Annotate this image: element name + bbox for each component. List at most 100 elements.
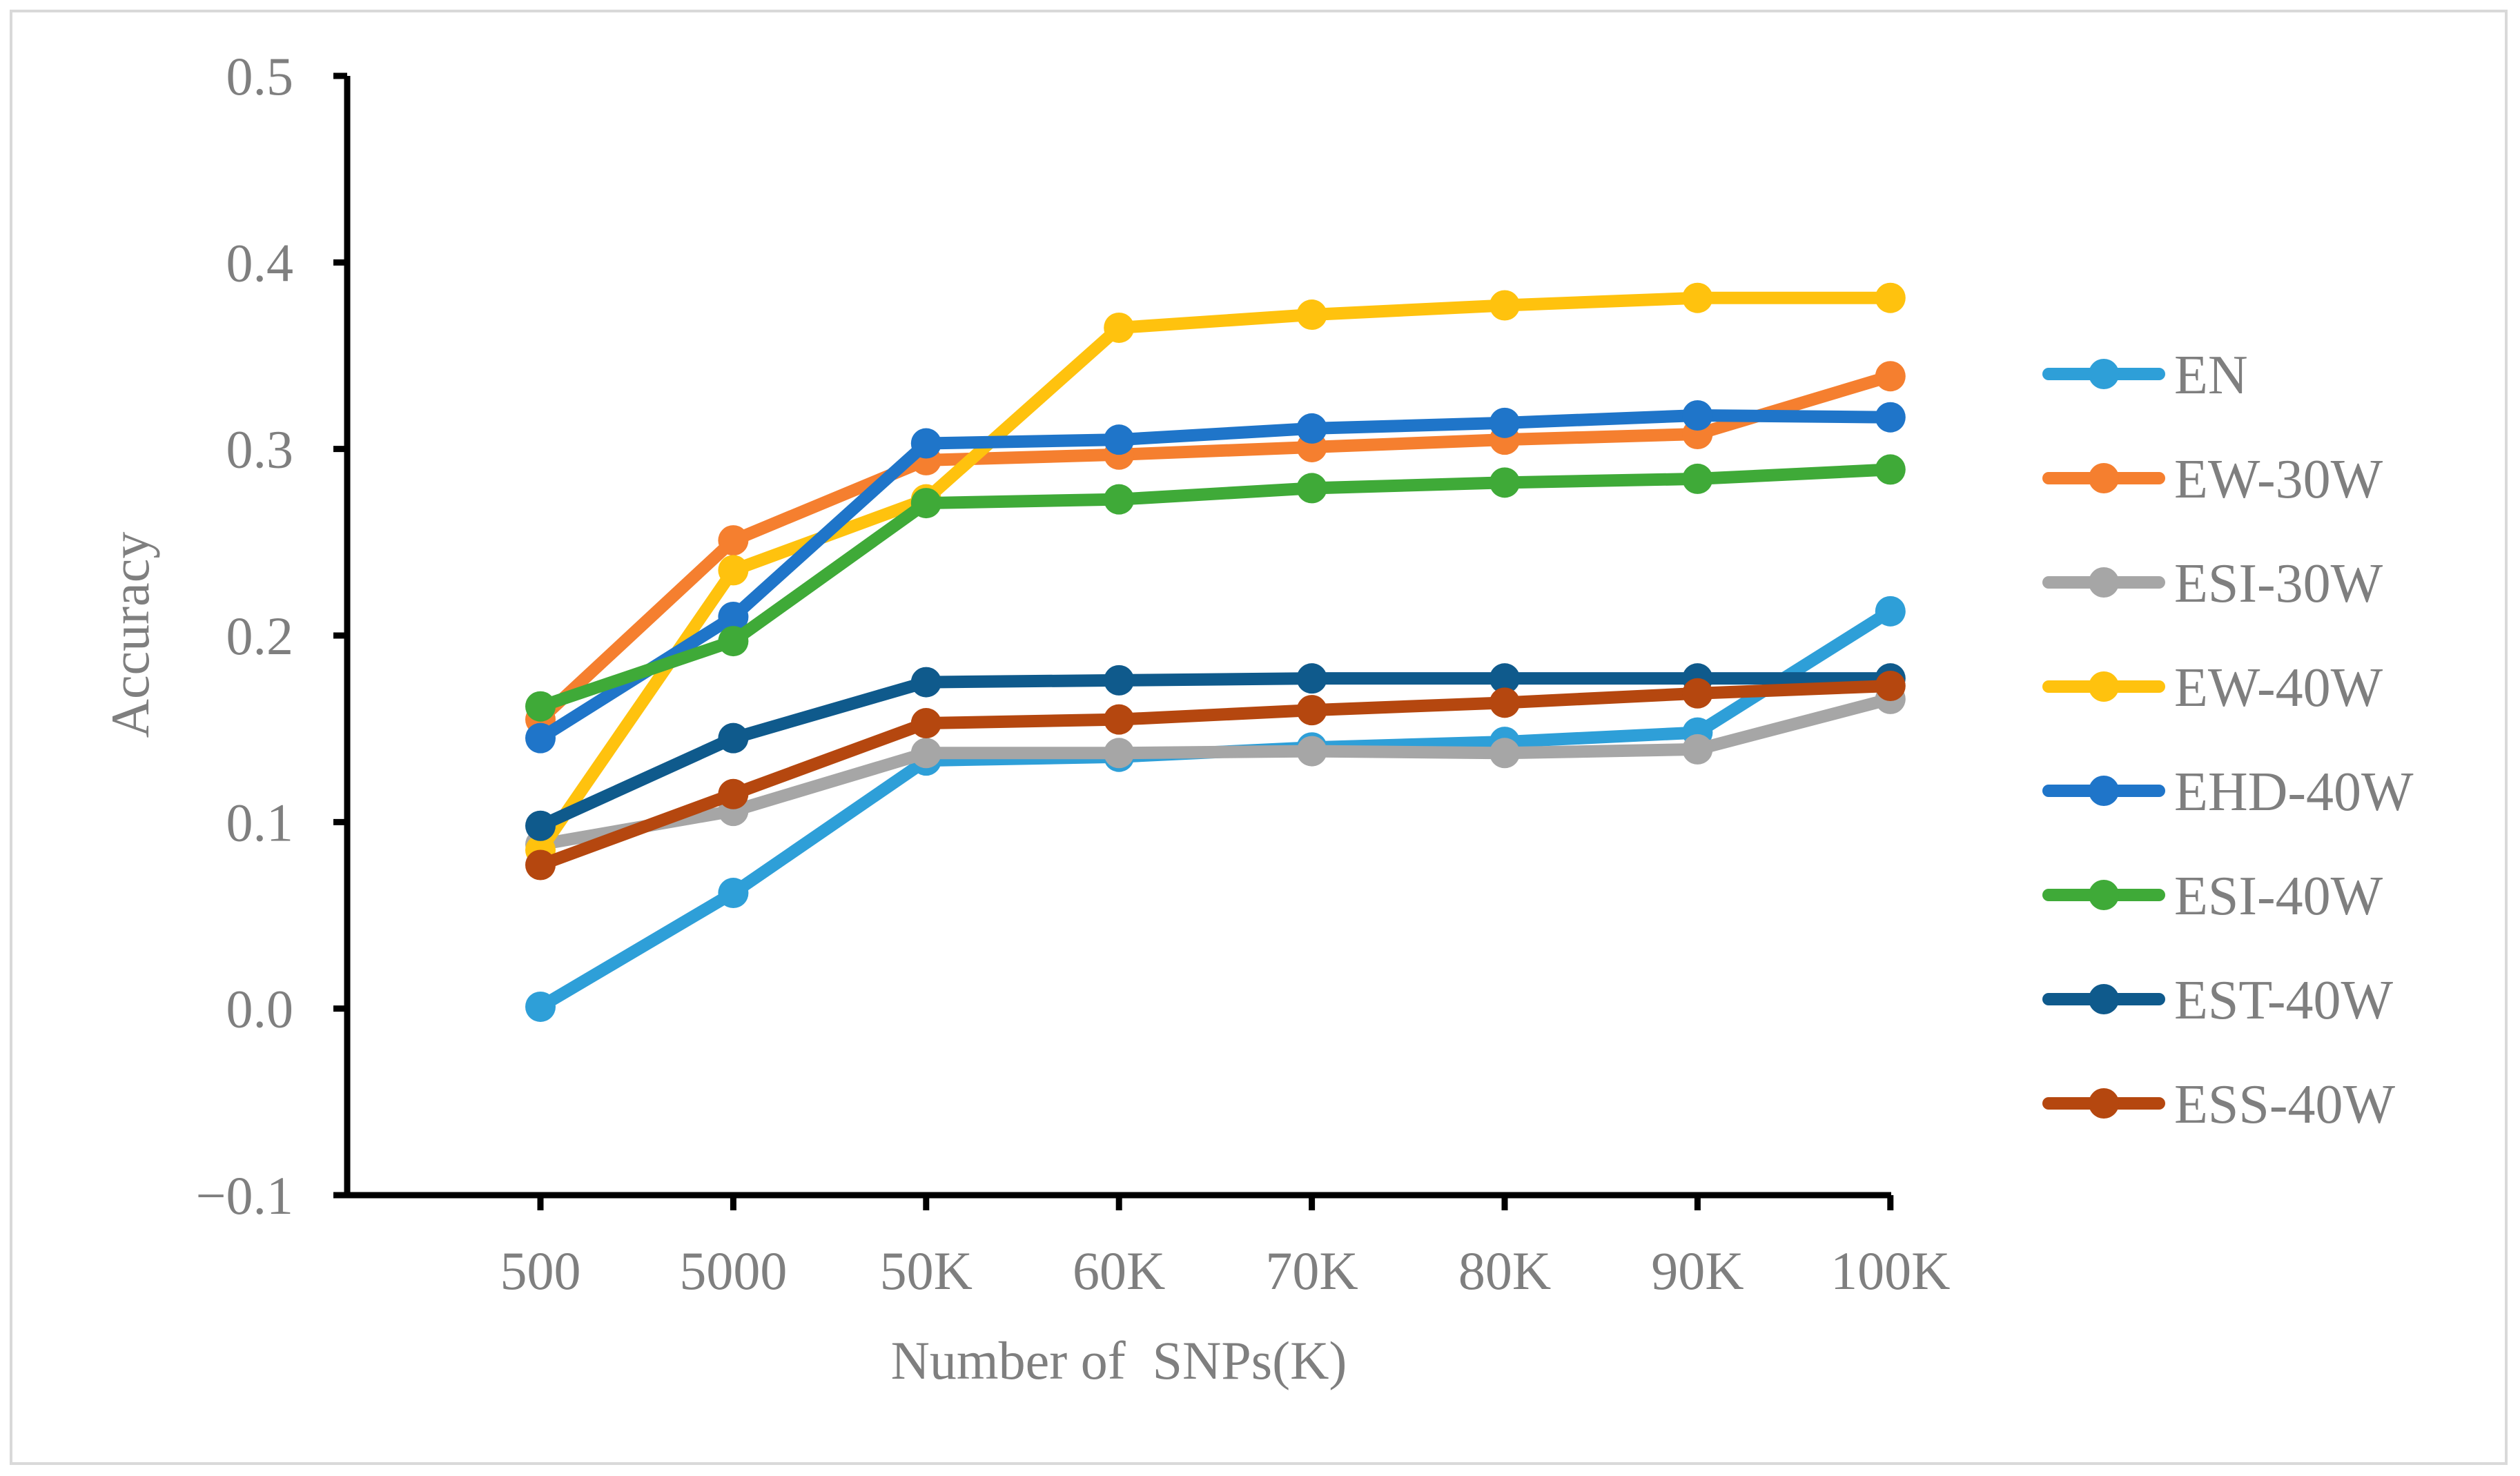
data-point-ess-40w (1104, 704, 1135, 735)
data-point-ew-40w (1296, 299, 1327, 331)
data-point-ew-40w (1489, 290, 1520, 321)
data-point-esi-40w (910, 488, 941, 519)
x-tick-label: 5000 (679, 1241, 787, 1301)
y-axis-title: Accuracy (100, 532, 160, 738)
x-tick-label: 100K (1830, 1241, 1950, 1301)
series-line-ehd-40w (534, 409, 1897, 745)
legend-swatch-marker (2089, 567, 2119, 598)
legend-swatch-marker (2089, 880, 2119, 910)
legend-label: EHD-40W (2174, 762, 2414, 823)
y-tick-layer: −0.1 0.0 0.1 0.2 0.3 0.4 0.5 (196, 46, 347, 1226)
y-tick-label: 0.2 (226, 606, 294, 666)
data-point-est-40w (1296, 663, 1327, 694)
data-point-ehd-40w (525, 722, 556, 754)
data-point-esi-30w (1296, 736, 1327, 767)
data-point-ess-40w (1875, 670, 1906, 701)
series-line-ew-40w (534, 291, 1897, 856)
data-point-esi-40w (1104, 484, 1135, 515)
data-point-en (525, 991, 556, 1022)
data-point-ess-40w (525, 849, 556, 880)
x-tick-layer: 500 5000 50K 60K 70K 80K 90K 100K (500, 1195, 1950, 1301)
data-point-ess-40w (1682, 678, 1713, 709)
x-axis-title: Number of SNPs(K) (891, 1330, 1347, 1390)
data-point-ew-40w (1875, 282, 1906, 313)
x-tick-label: 80K (1458, 1241, 1551, 1301)
x-tick-label: 70K (1265, 1241, 1358, 1301)
data-point-est-40w (525, 810, 556, 841)
y-tick-label: 0.4 (226, 233, 294, 293)
data-point-ess-40w (910, 708, 941, 739)
data-point-esi-40w (525, 691, 556, 722)
legend-item-ew-40w: EW-40W (2042, 658, 2383, 718)
data-point-est-40w (1104, 665, 1135, 696)
legend-item-est-40w: EST-40W (2042, 970, 2394, 1031)
legend-label: ESI-40W (2174, 866, 2383, 927)
data-point-ew-40w (718, 555, 749, 586)
legend-label: EST-40W (2174, 970, 2394, 1031)
series-layer (525, 282, 1906, 1022)
data-point-ess-40w (718, 778, 749, 809)
data-point-esi-30w (910, 738, 941, 769)
data-point-esi-30w (1682, 734, 1713, 765)
series-est-40w (525, 663, 1906, 841)
data-point-ess-40w (1296, 695, 1327, 726)
series-line-est-40w (534, 672, 1897, 832)
data-point-ehd-40w (718, 601, 749, 632)
y-tick-label: 0.3 (226, 420, 294, 480)
legend-swatch-marker (2089, 984, 2119, 1014)
data-point-esi-30w (1489, 738, 1520, 769)
series-ehd-40w (525, 400, 1906, 754)
series-line-ew-30w (534, 370, 1897, 726)
data-point-ew-30w (1875, 361, 1906, 392)
data-point-ehd-40w (1489, 407, 1520, 438)
data-point-ehd-40w (1682, 400, 1713, 431)
data-point-esi-40w (1875, 454, 1906, 485)
series-ess-40w (525, 670, 1906, 880)
data-point-ew-40w (1682, 282, 1713, 313)
legend-swatch-marker (2089, 359, 2119, 389)
series-esi-30w (525, 683, 1906, 860)
legend-label: EW-30W (2174, 449, 2383, 510)
x-tick-label: 90K (1651, 1241, 1744, 1301)
data-point-est-40w (718, 722, 749, 754)
y-tick-label: 0.1 (226, 792, 294, 852)
legend-swatch-marker (2089, 463, 2119, 493)
data-point-esi-40w (1489, 467, 1520, 498)
data-point-ew-40w (1104, 312, 1135, 343)
data-point-en (718, 878, 749, 909)
x-tick-label: 50K (880, 1241, 973, 1301)
legend-swatch-marker (2089, 776, 2119, 806)
axes-layer (335, 76, 1891, 1199)
series-esi-40w (525, 454, 1906, 722)
data-point-en (1875, 596, 1906, 627)
data-point-esi-40w (1682, 463, 1713, 494)
data-point-ew-30w (718, 525, 749, 556)
legend-label: ESI-30W (2174, 553, 2383, 614)
series-line-ess-40w (534, 679, 1897, 872)
legend-item-ew-30w: EW-30W (2042, 449, 2383, 510)
legend-item-en: EN (2042, 345, 2248, 406)
data-point-ehd-40w (1296, 413, 1327, 444)
data-point-ess-40w (1489, 687, 1520, 718)
legend-item-ess-40w: ESS-40W (2042, 1074, 2395, 1135)
legend-item-esi-40w: ESI-40W (2042, 866, 2383, 927)
data-point-ehd-40w (1104, 424, 1135, 455)
data-point-est-40w (1489, 663, 1520, 694)
series-line-esi-40w (534, 463, 1897, 713)
data-point-esi-40w (1296, 473, 1327, 504)
y-tick-label: 0.5 (226, 46, 294, 106)
x-tick-label: 60K (1073, 1241, 1165, 1301)
data-point-esi-40w (718, 626, 749, 657)
data-point-esi-30w (1104, 738, 1135, 769)
series-ew-40w (525, 282, 1906, 865)
chart-frame (10, 10, 2508, 1465)
legend-label: ESS-40W (2174, 1074, 2395, 1135)
legend-swatch-marker (2089, 671, 2119, 702)
data-point-est-40w (910, 667, 941, 698)
legend-item-esi-30w: ESI-30W (2042, 553, 2383, 614)
data-point-ehd-40w (910, 428, 941, 459)
y-tick-label: −0.1 (196, 1165, 294, 1226)
series-line-esi-30w (534, 692, 1897, 851)
legend-label: EW-40W (2174, 658, 2383, 718)
